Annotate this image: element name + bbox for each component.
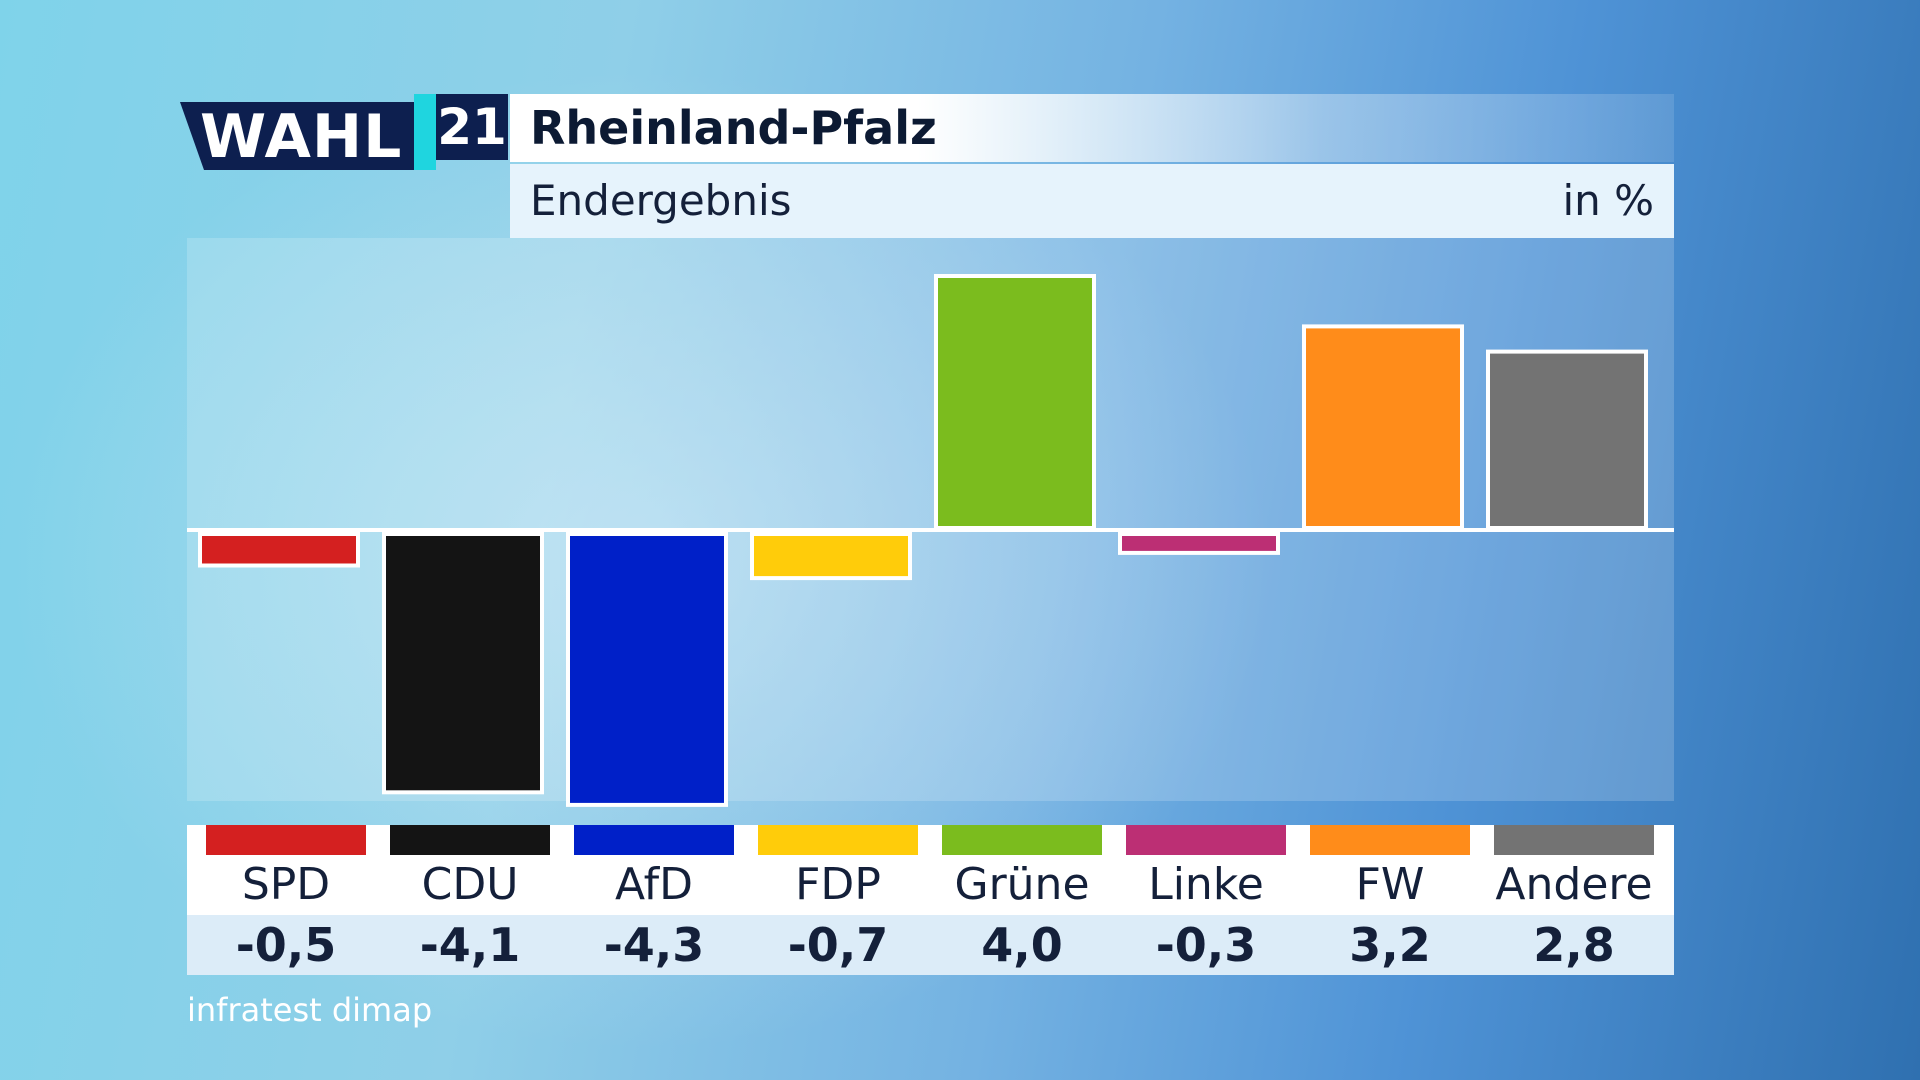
legend-label-linke: Linke (1148, 859, 1264, 910)
bar-grüne (934, 274, 1096, 530)
bar-fw (1302, 324, 1464, 530)
legend-swatch-linke (1126, 825, 1286, 855)
values-row (187, 915, 1674, 975)
value-label-cdu: -4,1 (419, 918, 521, 972)
value-label-grüne: 4,0 (981, 918, 1063, 972)
bar-fdp (750, 532, 912, 581)
value-label-afd: -4,3 (603, 918, 705, 972)
source-label: infratest dimap (187, 991, 433, 1029)
chart-title: Rheinland-Pfalz (530, 101, 937, 155)
legend-swatch-fdp (758, 825, 918, 855)
chart-subtitle: Endergebnis (530, 176, 792, 225)
title-bar: Rheinland-Pfalz (510, 94, 1674, 162)
value-label-andere: 2,8 (1533, 918, 1615, 972)
bar-afd (566, 532, 728, 807)
legend-swatch-spd (206, 825, 366, 855)
value-label-fw: 3,2 (1349, 918, 1431, 972)
legend-swatch-andere (1494, 825, 1654, 855)
wahl-logo-word: WAHL (200, 102, 403, 172)
legend-label-spd: SPD (241, 859, 331, 910)
legend-label-fw: FW (1355, 859, 1425, 910)
unit-label: in % (1562, 176, 1654, 225)
wahl-logo-number: 21 (436, 94, 508, 160)
subtitle-bar: Endergebnis in % (510, 164, 1674, 238)
bar-cdu (382, 532, 544, 795)
value-label-fdp: -0,7 (787, 918, 889, 972)
legend-swatch-afd (574, 825, 734, 855)
bar-spd (198, 532, 360, 568)
legend-label-afd: AfD (615, 859, 693, 910)
legend-label-andere: Andere (1495, 859, 1653, 910)
value-label-linke: -0,3 (1155, 918, 1257, 972)
bar-andere (1486, 349, 1648, 530)
logo-accent-stripe (414, 94, 436, 170)
bar-linke (1118, 532, 1280, 555)
legend-label-grüne: Grüne (954, 859, 1090, 910)
wahl-logo: WAHL (180, 102, 420, 170)
legend-swatch-grüne (942, 825, 1102, 855)
legend-label-cdu: CDU (421, 859, 519, 910)
legend-swatch-cdu (390, 825, 550, 855)
value-label-spd: -0,5 (235, 918, 337, 972)
legend-label-fdp: FDP (795, 859, 881, 910)
legend-swatch-fw (1310, 825, 1470, 855)
